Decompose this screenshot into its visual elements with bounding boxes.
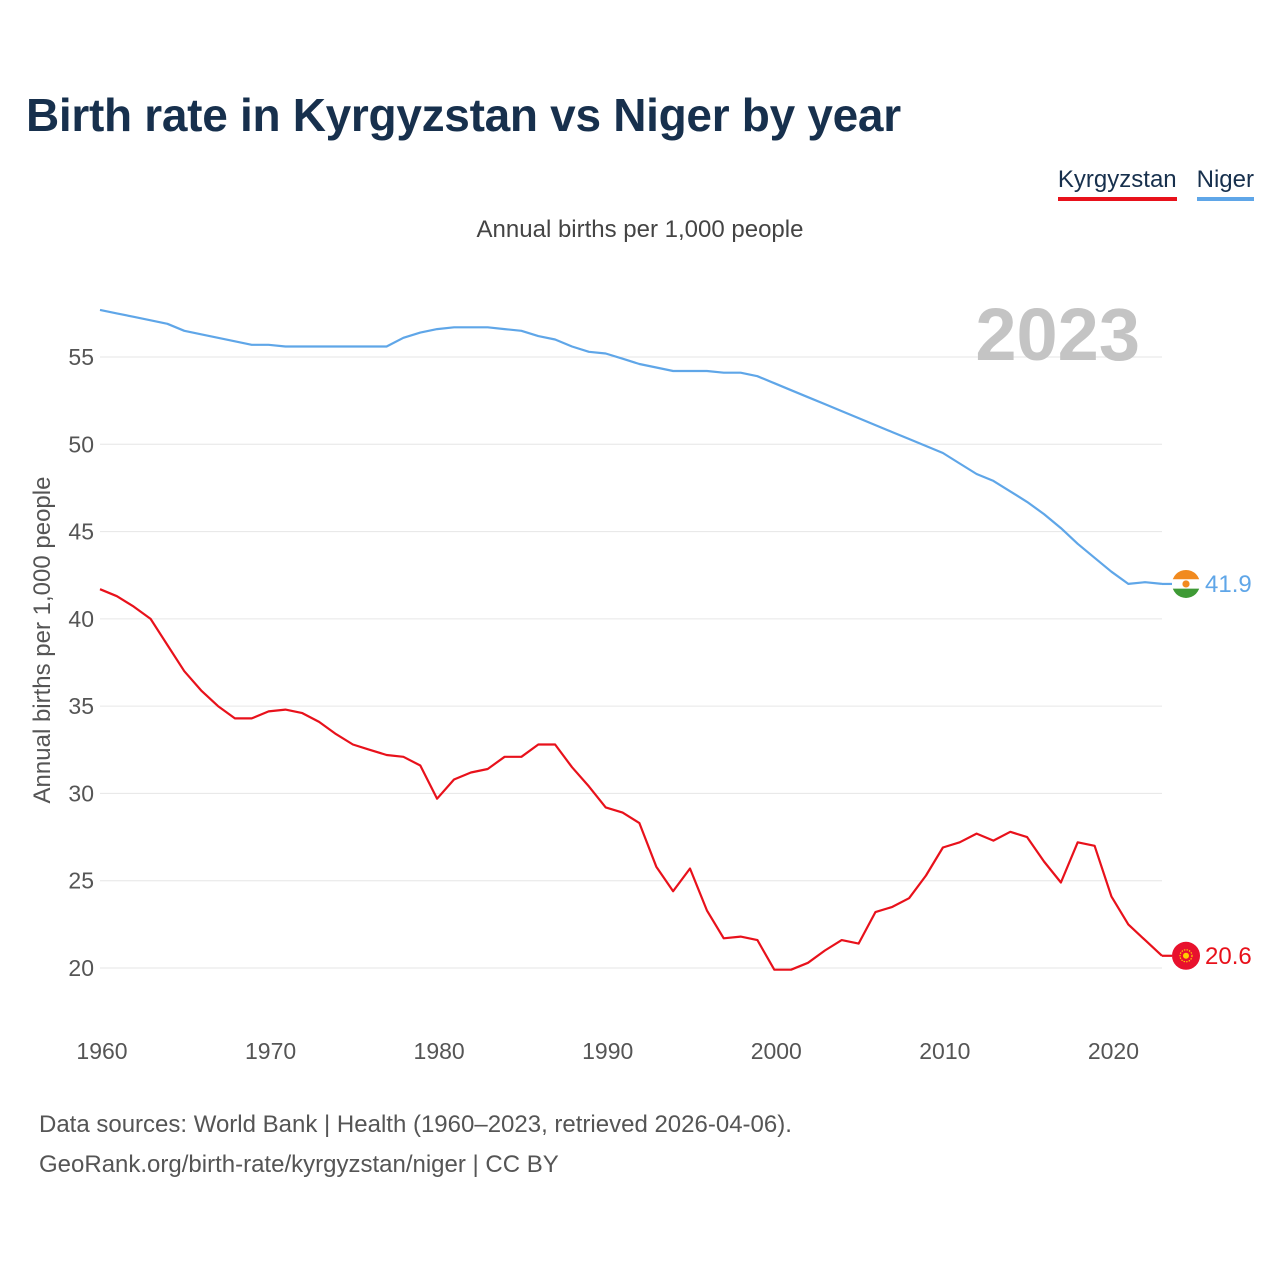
- y-tick-label: 30: [68, 780, 94, 806]
- niger-flag-icon: [1172, 569, 1200, 598]
- x-tick-label: 2000: [751, 1038, 802, 1064]
- x-tick-label: 1970: [245, 1038, 296, 1064]
- legend-item-niger[interactable]: Niger: [1196, 166, 1254, 201]
- legend: Kyrgyzstan Niger: [1057, 166, 1254, 201]
- end-label-kyrgyzstan: 20.6: [1205, 943, 1252, 970]
- x-tick-label: 2010: [919, 1038, 970, 1064]
- y-tick-label: 50: [68, 431, 94, 457]
- legend-item-kyrgyzstan[interactable]: Kyrgyzstan: [1057, 166, 1177, 201]
- legend-label-kyrgyzstan: Kyrgyzstan: [1057, 166, 1177, 193]
- y-axis-ticks: 20 25 30 35 40 45 50 55: [68, 344, 94, 981]
- x-tick-label: 1960: [76, 1038, 127, 1064]
- legend-label-niger: Niger: [1196, 166, 1254, 193]
- grid: [100, 356, 1162, 969]
- x-tick-label: 1980: [414, 1038, 465, 1064]
- x-tick-label: 1990: [582, 1038, 633, 1064]
- series: [99, 308, 1172, 971]
- footer: Data sources: World Bank | Health (1960–…: [39, 1105, 792, 1185]
- data-source-note: Data sources: World Bank | Health (1960–…: [39, 1111, 792, 1138]
- page-title: Birth rate in Kyrgyzstan vs Niger by yea…: [26, 89, 901, 141]
- line-chart: 20 25 30 35 40 45 50 55 1960 1970 1980 1990 2000 201…: [29, 293, 1252, 1064]
- x-axis-ticks: 1960 1970 1980 1990 2000 2010 2020: [76, 1038, 1139, 1064]
- y-axis-label: Annual births per 1,000 people: [29, 477, 56, 804]
- series-line-kyrgyzstan: [99, 588, 1163, 971]
- attribution-link[interactable]: GeoRank.org/birth-rate/kyrgyzstan/niger …: [39, 1151, 559, 1178]
- y-tick-label: 20: [68, 955, 94, 981]
- legend-swatch-kyrgyzstan: [1057, 197, 1177, 201]
- series-line-niger: [99, 308, 1163, 586]
- chart-subtitle: Annual births per 1,000 people: [476, 216, 804, 243]
- y-tick-label: 35: [68, 693, 94, 719]
- y-tick-label: 55: [68, 344, 94, 370]
- x-tick-label: 2020: [1088, 1038, 1139, 1064]
- y-tick-label: 40: [68, 606, 94, 632]
- year-watermark: 2023: [975, 293, 1140, 376]
- end-label-niger: 41.9: [1205, 571, 1252, 598]
- kyrgyzstan-flag-icon: [1172, 941, 1200, 970]
- y-tick-label: 25: [68, 868, 94, 894]
- legend-swatch-niger: [1196, 197, 1254, 201]
- y-tick-label: 45: [68, 519, 94, 545]
